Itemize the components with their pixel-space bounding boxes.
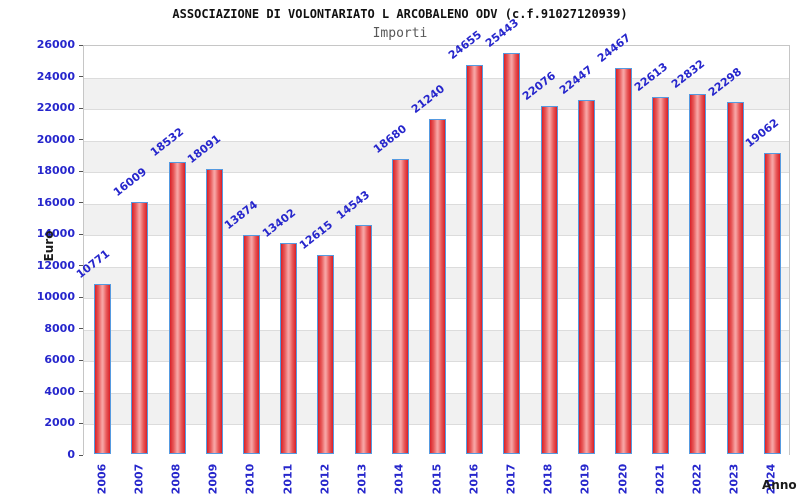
gridline (84, 77, 789, 79)
bar-2015 (429, 119, 446, 454)
y-tick-mark (79, 170, 83, 172)
y-axis-title: Euro (42, 230, 56, 262)
x-tick-label: 2008 (169, 463, 183, 495)
bar-2024 (763, 153, 781, 454)
x-tick-label: 2010 (243, 463, 257, 495)
bar-2010 (242, 235, 260, 454)
x-tick-label: 2013 (355, 463, 369, 495)
x-tick-label: 2018 (541, 463, 555, 495)
bar-2014 (391, 159, 409, 454)
x-tick-label: 2015 (430, 463, 443, 495)
bar-2020 (615, 68, 633, 454)
y-tick-mark (79, 202, 83, 204)
bar-2009 (205, 168, 223, 454)
y-tick-label: 2000 (44, 416, 75, 430)
x-tick-label: 2007 (132, 463, 146, 495)
bar-2013 (354, 224, 372, 454)
y-tick-mark (79, 139, 83, 141)
y-tick-mark (79, 44, 83, 46)
bar-2023 (726, 102, 744, 454)
x-tick-label: 2019 (578, 463, 592, 495)
y-tick-label: 8000 (44, 321, 75, 335)
plot-band (84, 46, 789, 78)
y-tick-label: 26000 (36, 38, 75, 51)
bar-2006 (94, 284, 112, 454)
y-tick-label: 16000 (36, 195, 75, 209)
y-tick-label: 6000 (44, 353, 75, 367)
bar-2011 (280, 242, 298, 454)
x-tick-label: 2016 (467, 463, 481, 495)
x-tick-label: 2014 (392, 463, 406, 495)
plot-area: 10771 16009 18532 18091 13874 13402 12615 14543… (74, 16, 790, 456)
x-tick-label: 2011 (281, 463, 295, 495)
y-tick-label: 12000 (36, 258, 75, 272)
bar-2022 (689, 93, 707, 454)
bar-2012 (317, 255, 335, 454)
y-tick-label: 14000 (36, 227, 75, 241)
bar-2017 (503, 52, 521, 454)
bar-2019 (577, 100, 595, 454)
y-tick-label: 18000 (36, 164, 75, 178)
plot-band (84, 77, 789, 110)
y-tick-mark (79, 359, 83, 361)
y-tick-mark (79, 391, 83, 393)
y-tick-mark (79, 265, 83, 267)
x-tick-label: 2012 (318, 463, 332, 495)
y-tick-mark (79, 107, 83, 109)
y-tick-mark (79, 76, 83, 78)
y-tick-mark (79, 328, 83, 330)
bar-2016 (466, 65, 484, 454)
y-tick-label: 22000 (36, 101, 75, 115)
x-tick-label: 2017 (504, 463, 518, 495)
bar-2021 (652, 97, 670, 454)
y-tick-label: 20000 (36, 132, 75, 146)
y-tick-mark (79, 296, 83, 298)
bar-2018 (540, 105, 558, 454)
x-tick-label: 2022 (690, 463, 704, 495)
y-tick-label: 24000 (36, 69, 75, 83)
x-tick-label: 2006 (95, 463, 109, 495)
bar-2007 (131, 201, 149, 454)
bar-2008 (168, 161, 186, 454)
y-tick-label: 0 (67, 448, 75, 461)
x-tick-label: 2020 (616, 463, 630, 495)
gridline (84, 109, 789, 111)
chart-title: ASSOCIAZIONE DI VOLONTARIATO L ARCOBALEN… (172, 7, 628, 21)
y-tick-mark (79, 454, 83, 456)
y-tick-mark (79, 233, 83, 235)
y-tick-label: 10000 (36, 290, 75, 304)
x-axis-title: Anno (762, 478, 797, 492)
x-tick-label: 2021 (653, 463, 667, 495)
chart-subtitle: Importi (372, 26, 428, 41)
y-tick-label: 4000 (44, 384, 75, 398)
y-tick-mark (79, 422, 83, 424)
x-tick-label: 2009 (206, 463, 220, 495)
x-tick-label: 2023 (727, 463, 741, 495)
